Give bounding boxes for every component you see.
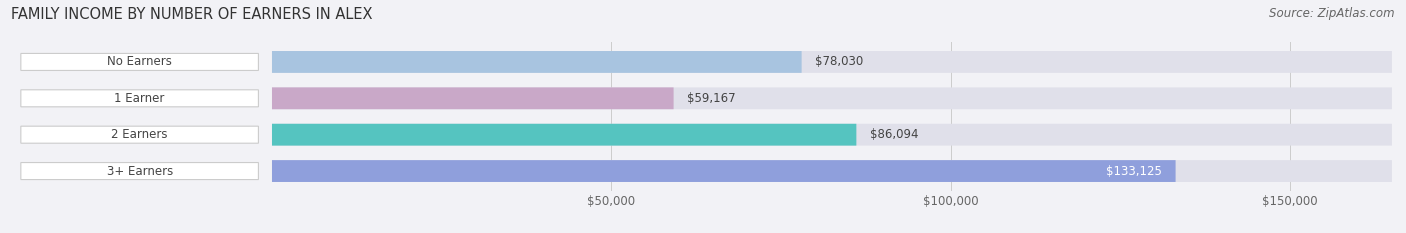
- Text: No Earners: No Earners: [107, 55, 172, 69]
- FancyBboxPatch shape: [271, 87, 673, 109]
- Text: $133,125: $133,125: [1107, 164, 1161, 178]
- FancyBboxPatch shape: [271, 160, 1392, 182]
- FancyBboxPatch shape: [21, 90, 259, 107]
- FancyBboxPatch shape: [21, 163, 259, 180]
- FancyBboxPatch shape: [21, 53, 259, 70]
- FancyBboxPatch shape: [271, 87, 1392, 109]
- FancyBboxPatch shape: [271, 124, 1392, 146]
- Text: $78,030: $78,030: [815, 55, 863, 69]
- Text: $59,167: $59,167: [688, 92, 735, 105]
- Text: $86,094: $86,094: [870, 128, 918, 141]
- Text: Source: ZipAtlas.com: Source: ZipAtlas.com: [1270, 7, 1395, 20]
- FancyBboxPatch shape: [271, 51, 1392, 73]
- Text: 2 Earners: 2 Earners: [111, 128, 167, 141]
- FancyBboxPatch shape: [271, 51, 801, 73]
- FancyBboxPatch shape: [21, 126, 259, 143]
- Text: 1 Earner: 1 Earner: [114, 92, 165, 105]
- FancyBboxPatch shape: [271, 124, 856, 146]
- FancyBboxPatch shape: [271, 160, 1175, 182]
- Text: 3+ Earners: 3+ Earners: [107, 164, 173, 178]
- Text: FAMILY INCOME BY NUMBER OF EARNERS IN ALEX: FAMILY INCOME BY NUMBER OF EARNERS IN AL…: [11, 7, 373, 22]
